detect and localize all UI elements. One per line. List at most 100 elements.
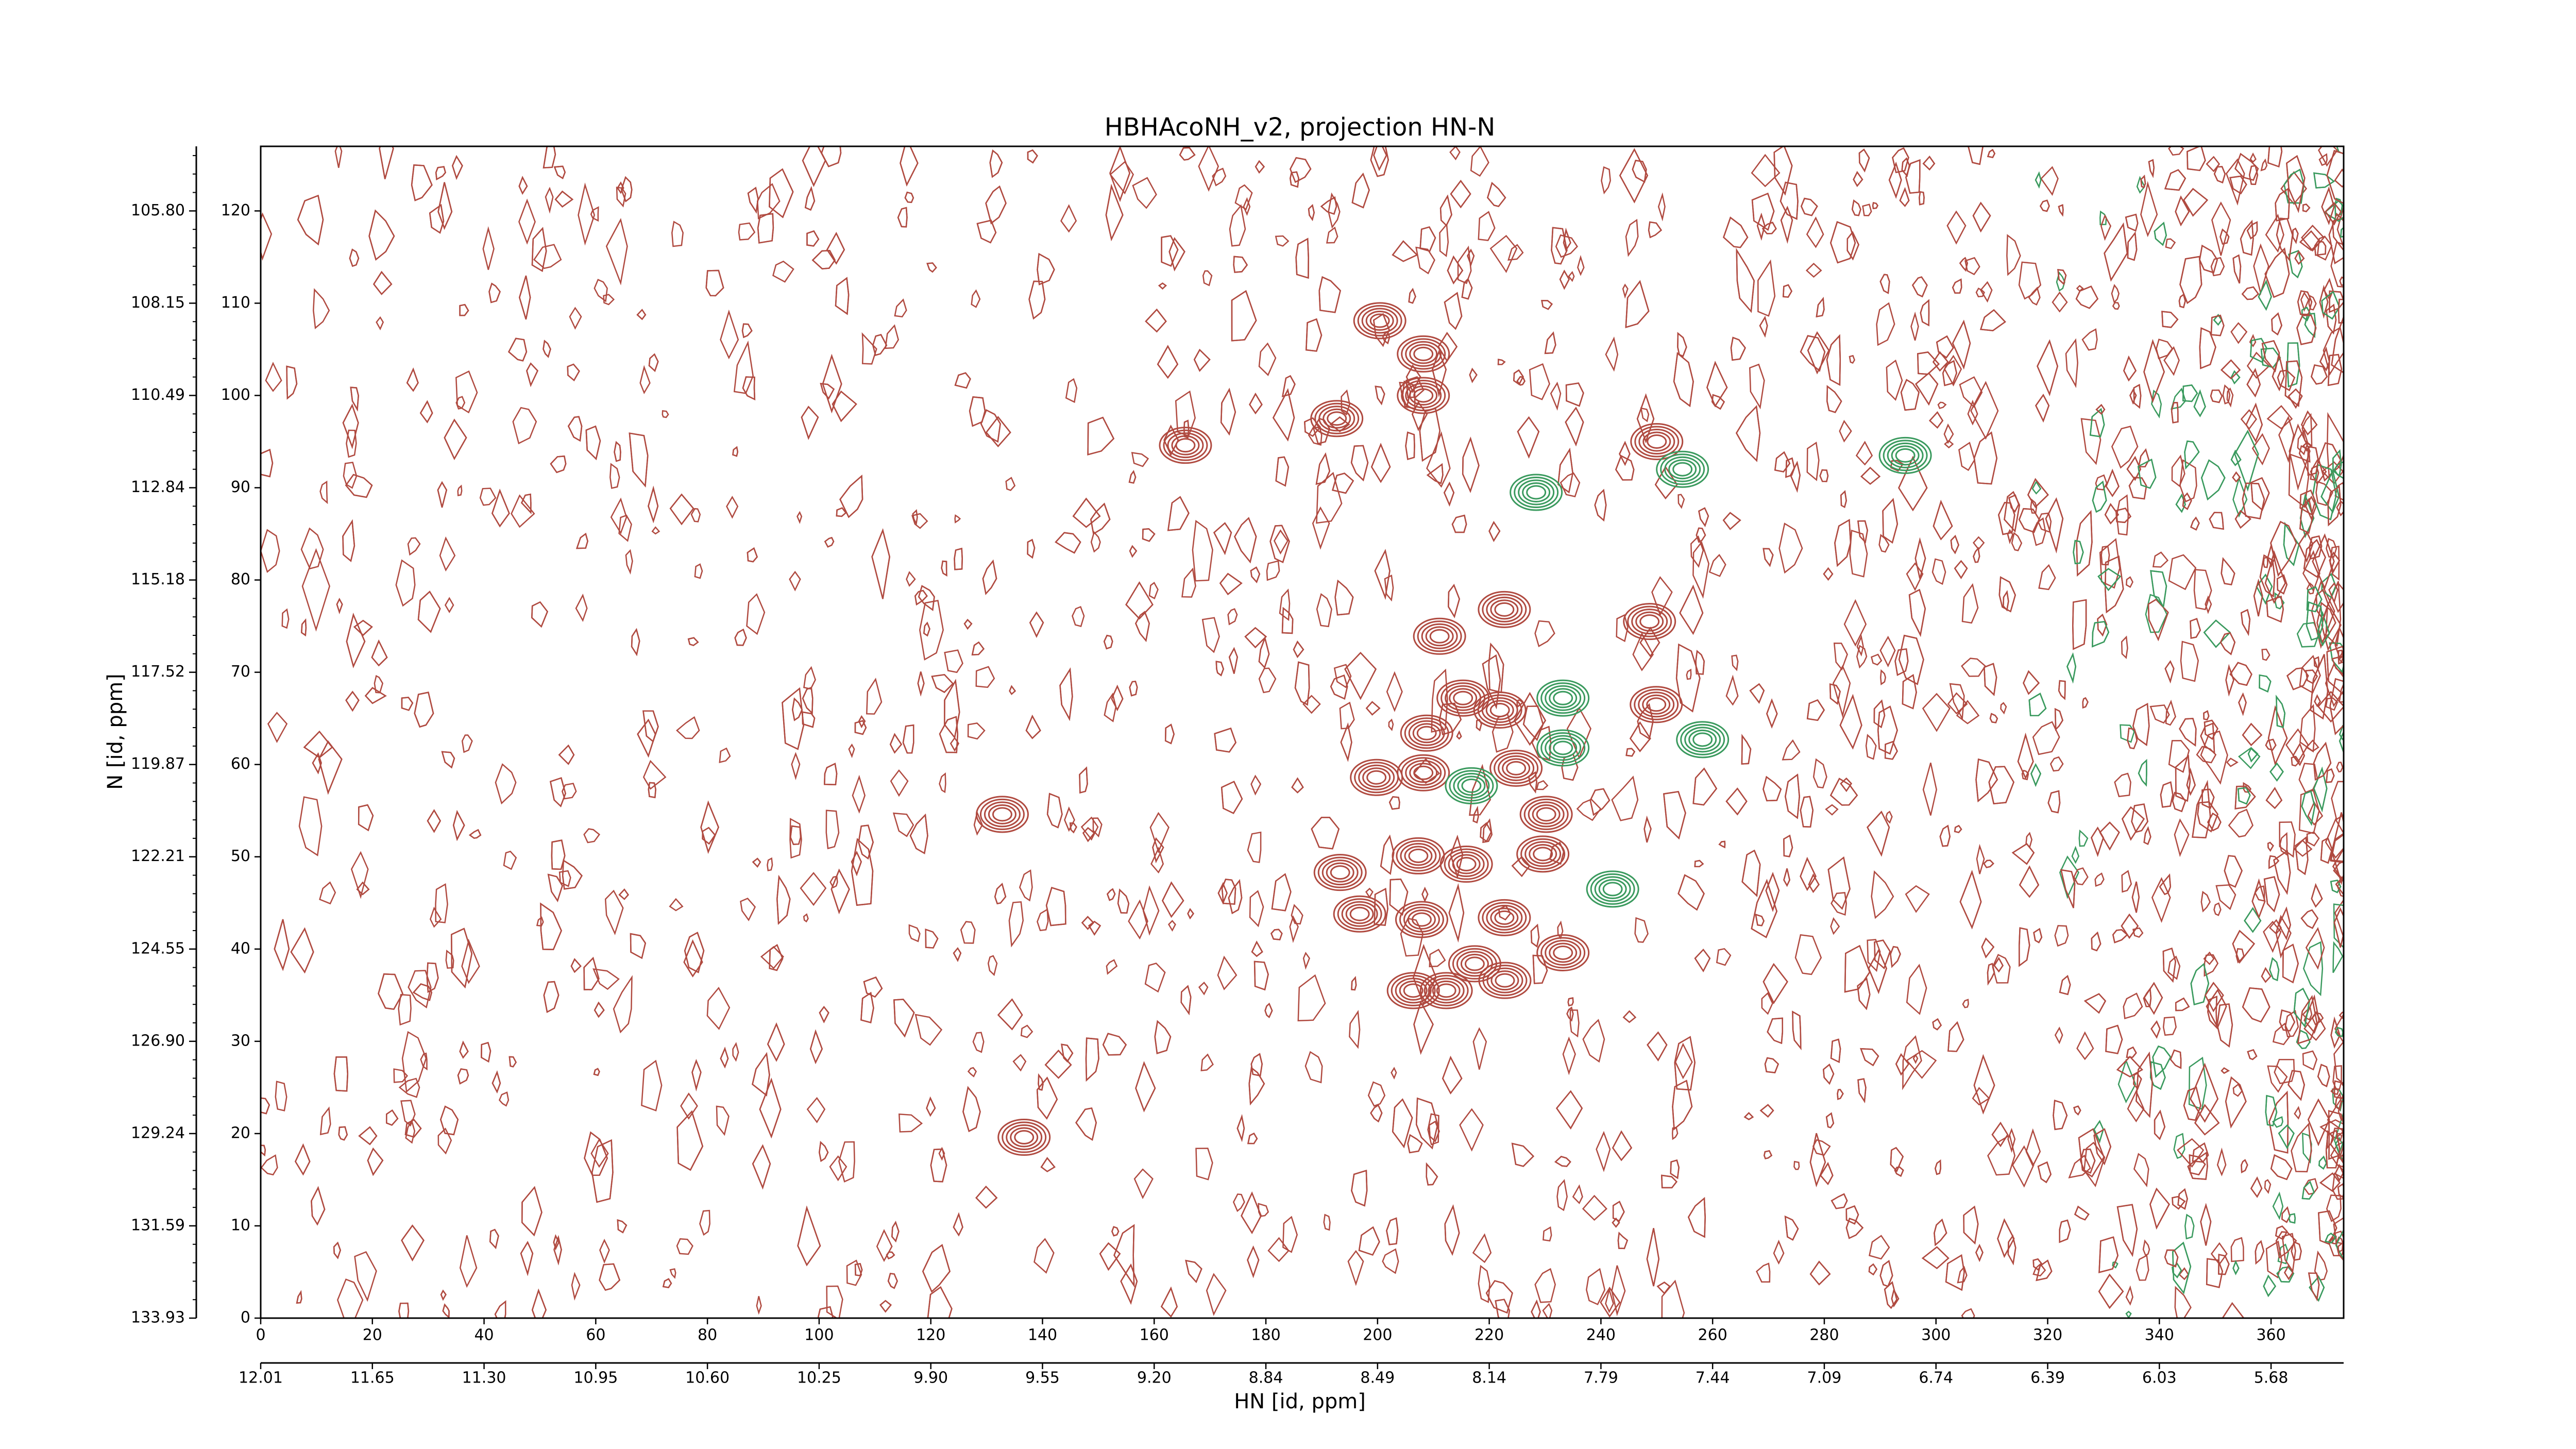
noise-contour xyxy=(2149,1187,2170,1230)
noise-contour xyxy=(1488,642,1504,694)
noise-contour xyxy=(809,1029,823,1065)
peak-contour xyxy=(1392,837,1445,874)
peak-contour xyxy=(1545,685,1582,711)
noise-contour xyxy=(2059,855,2079,899)
peak xyxy=(1672,462,1693,477)
peak-contour xyxy=(1456,951,1493,977)
noise-contour xyxy=(637,718,656,758)
noise-contour xyxy=(1229,204,1246,247)
peak xyxy=(992,807,1012,822)
peak-contour xyxy=(1664,456,1701,482)
noise-contour xyxy=(1692,767,1718,806)
noise-contour xyxy=(2309,1275,2325,1302)
noise-contour xyxy=(1778,523,1803,574)
noise-contour xyxy=(1612,1201,1625,1222)
x-axis-label: HN [id, ppm] xyxy=(1234,1390,1366,1413)
noise-contour xyxy=(1544,331,1556,355)
noise-contour xyxy=(1448,883,1465,942)
noise-contour xyxy=(2201,788,2215,809)
peak-contour xyxy=(1409,763,1438,783)
noise-contour xyxy=(1931,558,1946,585)
noise-contour xyxy=(1567,997,1574,1006)
noise-contour xyxy=(1934,1159,1941,1175)
noise-contour xyxy=(603,294,615,306)
noise-contour xyxy=(2190,1063,2219,1123)
noise-contour xyxy=(2045,497,2064,554)
noise-contour xyxy=(1877,705,1898,755)
noise-contour xyxy=(648,782,656,799)
peak-contour xyxy=(1326,862,1354,883)
noise-contour xyxy=(2073,1105,2081,1116)
noise-contour xyxy=(1405,431,1415,460)
noise-contour xyxy=(1142,528,1156,542)
peak xyxy=(1461,778,1482,793)
noise-contour xyxy=(2266,595,2284,623)
peak-contour xyxy=(1405,760,1442,786)
noise-contour xyxy=(1543,1226,1552,1242)
noise-contour xyxy=(1636,393,1655,444)
noise-contour xyxy=(2308,295,2317,311)
peak-contour xyxy=(1313,854,1367,891)
noise-contour xyxy=(2210,314,2225,336)
noise-contour xyxy=(605,218,628,285)
noise-contour xyxy=(1741,734,1752,765)
noise-contour xyxy=(2052,291,2068,313)
noise-contour xyxy=(349,248,360,267)
noise-contour xyxy=(1619,441,1631,466)
noise-contour xyxy=(2028,693,2047,717)
noise-contour xyxy=(1370,443,1391,483)
noise-contour xyxy=(2284,360,2303,407)
noise-contour xyxy=(451,928,473,989)
noise-contour xyxy=(1968,146,1984,165)
noise-contour xyxy=(648,485,659,524)
noise-contour xyxy=(2320,837,2333,864)
noise-contour xyxy=(1894,1166,1904,1177)
noise-contour xyxy=(2283,169,2305,204)
noise-contour xyxy=(2190,618,2201,639)
noise-contour xyxy=(1806,699,1825,721)
noise-contour xyxy=(2092,480,2107,513)
noise-contour xyxy=(1808,873,1820,894)
peak-contour xyxy=(1452,854,1481,874)
noise-contour xyxy=(1858,148,1870,173)
noise-contour xyxy=(1905,159,1921,194)
noise-contour xyxy=(2127,231,2138,261)
x-tick-label: 220 xyxy=(1475,1326,1504,1344)
noise-contour xyxy=(1318,276,1341,313)
noise-contour xyxy=(591,1139,614,1203)
peak-contour xyxy=(1412,723,1441,744)
noise-contour xyxy=(2174,818,2190,857)
noise-contour xyxy=(2334,626,2344,660)
noise-contour xyxy=(1785,773,1800,819)
noise-contour xyxy=(1725,787,1748,816)
noise-contour xyxy=(897,207,908,228)
noise-contour xyxy=(420,1052,428,1071)
noise-contour xyxy=(614,441,621,462)
noise-contour xyxy=(358,1126,378,1145)
noise-contour xyxy=(2179,718,2197,747)
noise-contour xyxy=(590,206,599,222)
noise-contour xyxy=(2249,334,2257,347)
peak-contour xyxy=(1399,980,1428,1001)
noise-contour xyxy=(2334,1014,2344,1043)
noise-contour xyxy=(1800,856,1817,891)
noise-contour xyxy=(2131,803,2148,833)
noise-contour xyxy=(509,1056,517,1068)
noise-contour xyxy=(1625,748,1636,757)
peak-contour xyxy=(997,1119,1051,1156)
noise-contour xyxy=(702,827,716,845)
noise-contour xyxy=(2104,222,2128,282)
peak xyxy=(1464,956,1485,971)
noise-contour xyxy=(1069,822,1077,834)
noise-contour xyxy=(1088,920,1101,936)
noise-contour xyxy=(738,222,756,241)
noise-contour xyxy=(1983,860,1994,868)
noise-contour xyxy=(2282,943,2299,984)
noise-contour xyxy=(1922,762,1937,816)
noise-contour xyxy=(2298,531,2314,563)
noise-contour xyxy=(1898,634,1924,685)
noise-contour xyxy=(1952,319,1971,370)
noise-contour xyxy=(1622,1010,1637,1023)
noise-contour xyxy=(2111,284,2120,304)
noise-contour xyxy=(2039,199,2050,212)
